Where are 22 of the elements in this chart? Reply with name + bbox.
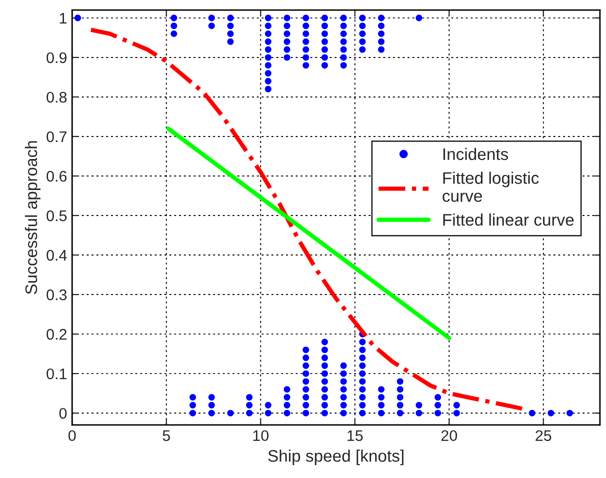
y-tick-label: 0.1 — [46, 368, 67, 380]
y-tick-label: 0.6 — [46, 170, 67, 182]
y-tick-label: 0.4 — [46, 250, 67, 261]
x-tick-label: 20 — [441, 430, 458, 442]
x-tick-label: 0 — [68, 430, 76, 442]
x-tick-label: 10 — [253, 430, 269, 442]
y-tick-label: 0 — [59, 408, 67, 419]
x-tick-label: 15 — [348, 430, 363, 442]
x-tick-label: 5 — [162, 430, 170, 442]
x-tick-label: 25 — [536, 430, 552, 442]
legend-label: Fitted logistic curve — [442, 172, 539, 202]
y-tick-label: 0.5 — [46, 210, 67, 222]
y-tick-label: 0.3 — [46, 289, 67, 300]
y-tick-label: 0.8 — [46, 92, 67, 103]
legend-label: Fitted linear curve — [443, 214, 574, 226]
x-axis-title: Ship speed [knots] — [268, 450, 404, 466]
legend-label: Incidents — [443, 148, 508, 160]
y-axis-title: Successful approach — [24, 141, 40, 294]
y-tick-label: 0.9 — [46, 52, 67, 64]
y-tick-label: 0.2 — [46, 328, 66, 340]
y-tick-label: 1 — [60, 12, 67, 24]
y-tick-label: 0.7 — [46, 131, 66, 142]
